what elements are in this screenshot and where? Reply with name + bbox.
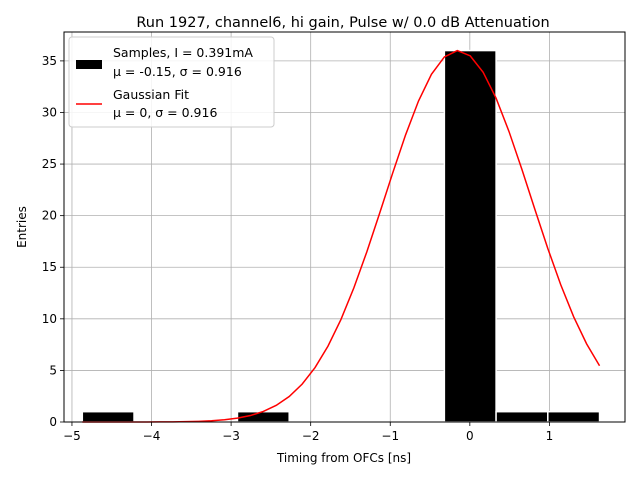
y-tick-label: 15 xyxy=(42,260,57,274)
x-tick-label: 0 xyxy=(466,429,474,443)
y-tick-label: 5 xyxy=(49,363,57,377)
histogram-bar xyxy=(81,410,135,423)
legend-frame xyxy=(68,36,275,128)
legend-samples-stats: μ = -0.15, σ = 0.916 xyxy=(113,64,242,79)
legend-samples-label: Samples, I = 0.391mA xyxy=(113,45,253,60)
legend: Samples, I = 0.391mA μ = -0.15, σ = 0.91… xyxy=(68,36,275,128)
legend-samples-swatch xyxy=(76,60,102,69)
y-tick-label: 35 xyxy=(42,54,57,68)
y-tick-label: 0 xyxy=(49,415,57,429)
histogram-bar xyxy=(495,410,549,423)
histogram-bar xyxy=(443,49,497,423)
histogram-bar xyxy=(547,410,601,423)
x-tick-label: −4 xyxy=(143,429,161,443)
x-tick-label: −1 xyxy=(381,429,399,443)
y-tick-label: 10 xyxy=(42,312,57,326)
x-tick-label: −3 xyxy=(222,429,240,443)
y-axis-ticks: 0 5 10 15 20 25 30 35 xyxy=(42,54,64,429)
chart-title: Run 1927, channel6, hi gain, Pulse w/ 0.… xyxy=(136,15,549,31)
x-tick-label: −5 xyxy=(63,429,81,443)
legend-fit-label: Gaussian Fit xyxy=(113,87,189,102)
plot-frame xyxy=(63,31,626,423)
y-tick-label: 30 xyxy=(42,105,57,119)
x-axis-ticks: −5 −4 −3 −2 −1 0 1 xyxy=(63,422,553,443)
y-axis-label: Entries xyxy=(15,206,29,248)
legend-fit-stats: μ = 0, σ = 0.916 xyxy=(113,105,217,120)
y-tick-label: 20 xyxy=(42,209,57,223)
x-tick-label: −2 xyxy=(302,429,320,443)
x-tick-label: 1 xyxy=(546,429,554,443)
x-axis-label: Timing from OFCs [ns] xyxy=(276,451,411,465)
y-tick-label: 25 xyxy=(42,157,57,171)
histogram-bars xyxy=(81,49,601,423)
